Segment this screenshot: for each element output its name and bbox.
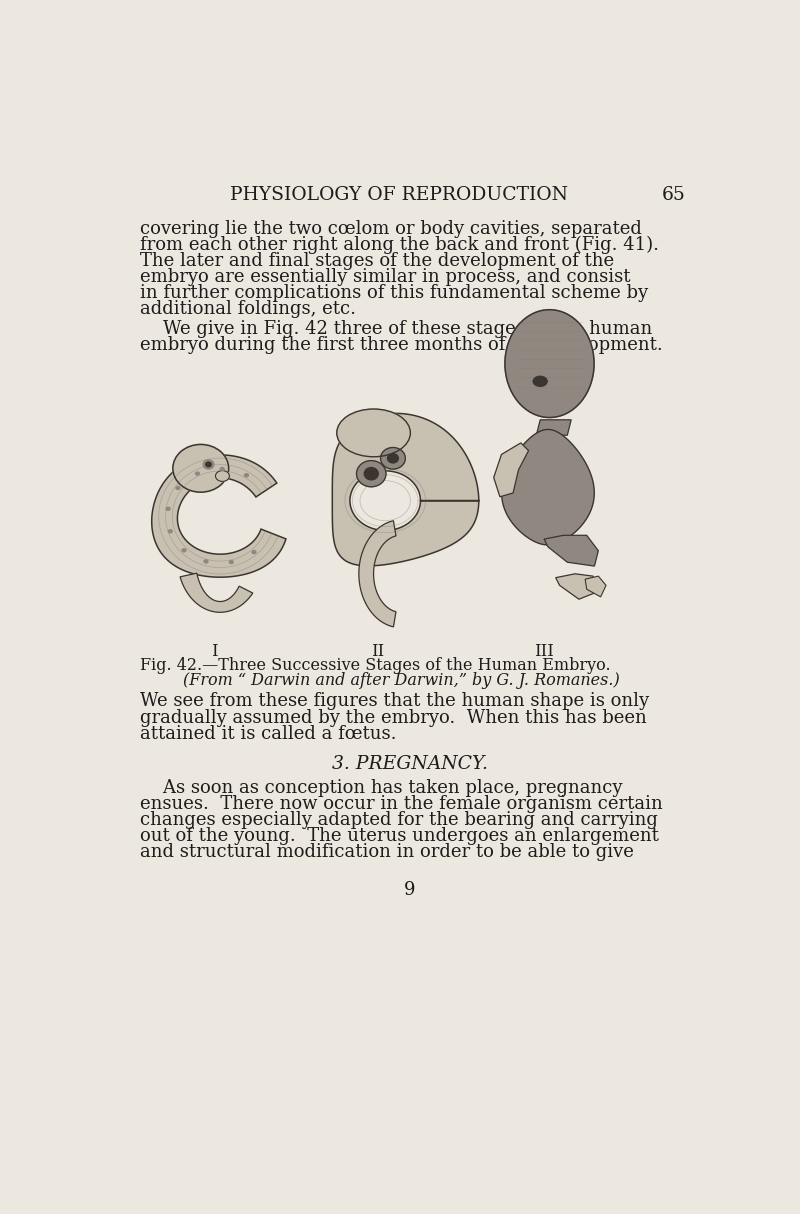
Polygon shape — [556, 574, 598, 600]
Ellipse shape — [28, 487, 35, 493]
Text: 65: 65 — [662, 186, 686, 204]
Ellipse shape — [381, 448, 406, 469]
Text: changes especially adapted for the bearing and carrying: changes especially adapted for the beari… — [140, 811, 658, 829]
Text: PHYSIOLOGY OF REPRODUCTION: PHYSIOLOGY OF REPRODUCTION — [230, 186, 568, 204]
Ellipse shape — [364, 467, 378, 480]
Bar — [100, 365, 720, 651]
Ellipse shape — [204, 560, 208, 563]
Ellipse shape — [357, 460, 386, 487]
Text: III: III — [534, 643, 554, 660]
Text: from each other right along the back and front (Fig. 41).: from each other right along the back and… — [140, 236, 659, 254]
Text: additional foldings, etc.: additional foldings, etc. — [140, 300, 356, 318]
Text: attained it is called a fœtus.: attained it is called a fœtus. — [140, 725, 397, 743]
Text: embryo during the first three months of its development.: embryo during the first three months of … — [140, 336, 663, 353]
Ellipse shape — [176, 487, 180, 489]
Ellipse shape — [387, 454, 398, 463]
Ellipse shape — [36, 497, 43, 501]
Text: covering lie the two cœlom or body cavities, separated: covering lie the two cœlom or body cavit… — [140, 220, 642, 238]
Polygon shape — [180, 573, 253, 612]
Text: The later and final stages of the development of the: The later and final stages of the develo… — [140, 253, 614, 270]
Ellipse shape — [220, 467, 224, 471]
Text: embryo are essentially similar in process, and consist: embryo are essentially similar in proces… — [140, 268, 630, 287]
Ellipse shape — [206, 463, 211, 466]
Text: in further complications of this fundamental scheme by: in further complications of this fundame… — [140, 284, 649, 302]
Ellipse shape — [30, 492, 38, 498]
Text: Fig. 42.—Three Successive Stages of the Human Embryo.: Fig. 42.—Three Successive Stages of the … — [140, 657, 611, 674]
Ellipse shape — [230, 561, 234, 563]
Text: and structural modification in order to be able to give: and structural modification in order to … — [140, 844, 634, 861]
Text: ensues.  There now occur in the female organism certain: ensues. There now occur in the female or… — [140, 795, 663, 813]
Text: II: II — [371, 643, 384, 660]
Text: 9: 9 — [404, 881, 416, 900]
Text: As soon as conception has taken place, pregnancy: As soon as conception has taken place, p… — [140, 778, 622, 796]
Ellipse shape — [182, 549, 186, 552]
Text: 3. PREGNANCY.: 3. PREGNANCY. — [332, 755, 488, 773]
Ellipse shape — [166, 507, 170, 510]
Ellipse shape — [168, 529, 172, 533]
Polygon shape — [544, 535, 598, 566]
Ellipse shape — [173, 444, 229, 492]
Ellipse shape — [252, 551, 256, 554]
Polygon shape — [359, 521, 396, 626]
Polygon shape — [585, 577, 606, 597]
Ellipse shape — [505, 310, 594, 418]
Text: gradually assumed by the embryo.  When this has been: gradually assumed by the embryo. When th… — [140, 709, 647, 726]
Ellipse shape — [555, 390, 564, 396]
Text: I: I — [211, 643, 218, 660]
Polygon shape — [332, 414, 478, 566]
Ellipse shape — [203, 460, 214, 469]
Polygon shape — [152, 455, 286, 577]
Polygon shape — [536, 420, 571, 435]
Ellipse shape — [195, 472, 199, 475]
Polygon shape — [502, 430, 594, 545]
Text: We give in Fig. 42 three of these stages of the human: We give in Fig. 42 three of these stages… — [140, 319, 653, 337]
Text: out of the young.  The uterus undergoes an enlargement: out of the young. The uterus undergoes a… — [140, 827, 659, 845]
Polygon shape — [494, 443, 529, 497]
Ellipse shape — [33, 482, 40, 488]
Text: We see from these figures that the human shape is only: We see from these figures that the human… — [140, 692, 650, 710]
Ellipse shape — [245, 473, 248, 477]
Ellipse shape — [534, 376, 547, 386]
Text: (From “ Darwin and after Darwin,” by G. J. Romanes.): (From “ Darwin and after Darwin,” by G. … — [183, 671, 620, 688]
Ellipse shape — [215, 471, 230, 482]
Ellipse shape — [337, 409, 410, 456]
